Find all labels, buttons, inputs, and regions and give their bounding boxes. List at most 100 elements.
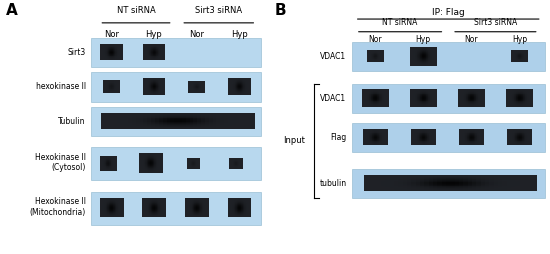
Bar — [472, 129, 473, 130]
Bar — [109, 206, 110, 207]
Bar — [157, 93, 158, 94]
Bar — [435, 136, 436, 137]
Bar — [433, 177, 437, 178]
Bar — [198, 211, 199, 212]
Bar — [455, 188, 459, 189]
Bar — [482, 137, 483, 138]
Bar — [118, 44, 119, 45]
Bar — [374, 106, 375, 107]
Bar — [417, 133, 418, 134]
Bar — [512, 130, 513, 131]
Bar — [164, 92, 165, 93]
Bar — [386, 103, 387, 104]
Bar — [198, 209, 199, 210]
Bar — [250, 200, 251, 201]
Bar — [233, 204, 234, 205]
Bar — [416, 131, 417, 132]
Bar — [373, 95, 374, 96]
Bar — [532, 93, 534, 94]
Bar — [434, 140, 435, 141]
Bar — [250, 201, 251, 202]
Bar — [428, 61, 429, 62]
Bar — [425, 61, 426, 62]
Bar — [390, 176, 394, 177]
Bar — [469, 91, 470, 92]
Bar — [528, 145, 529, 146]
Bar — [431, 101, 432, 102]
Bar — [423, 61, 424, 62]
Bar — [425, 177, 429, 178]
Bar — [189, 203, 190, 204]
Bar — [228, 200, 229, 201]
Bar — [120, 214, 121, 215]
Bar — [243, 202, 244, 203]
Bar — [413, 100, 414, 101]
Bar — [122, 209, 123, 210]
Bar — [106, 46, 107, 47]
Bar — [364, 189, 368, 190]
Bar — [149, 46, 150, 47]
Bar — [424, 47, 425, 49]
Bar — [377, 95, 378, 96]
Bar — [522, 136, 523, 137]
Bar — [366, 93, 367, 94]
Bar — [164, 208, 165, 209]
Bar — [461, 89, 462, 90]
Bar — [433, 64, 435, 65]
Bar — [165, 58, 166, 59]
Bar — [139, 153, 140, 154]
Bar — [107, 216, 108, 217]
Bar — [228, 203, 229, 204]
Bar — [151, 166, 152, 167]
Bar — [469, 144, 470, 145]
Bar — [165, 212, 166, 213]
Bar — [121, 199, 122, 200]
Bar — [362, 105, 364, 106]
Bar — [526, 91, 527, 92]
Bar — [147, 119, 151, 120]
Bar — [152, 212, 153, 213]
Bar — [464, 188, 468, 189]
Bar — [413, 104, 414, 105]
Bar — [490, 182, 494, 183]
Bar — [511, 93, 512, 94]
Bar — [101, 121, 105, 122]
Bar — [433, 55, 435, 56]
Bar — [198, 198, 199, 199]
Bar — [366, 145, 367, 146]
Bar — [163, 78, 164, 79]
Bar — [158, 205, 159, 206]
Bar — [216, 123, 220, 124]
Bar — [427, 52, 428, 53]
Bar — [190, 200, 191, 201]
Bar — [512, 134, 513, 135]
Bar — [379, 102, 380, 103]
Bar — [375, 101, 376, 102]
Bar — [243, 124, 247, 125]
Bar — [531, 89, 532, 90]
Bar — [144, 123, 147, 124]
Bar — [465, 131, 466, 132]
Bar — [143, 164, 144, 165]
Bar — [155, 117, 159, 118]
Bar — [433, 183, 437, 184]
Bar — [527, 98, 528, 99]
Bar — [382, 89, 383, 90]
Bar — [430, 96, 431, 97]
Bar — [156, 168, 157, 169]
Bar — [518, 95, 519, 96]
Bar — [431, 135, 432, 136]
Bar — [206, 214, 207, 215]
Bar — [235, 208, 236, 209]
Bar — [117, 198, 118, 199]
Bar — [417, 140, 418, 141]
Bar — [412, 50, 413, 51]
Bar — [236, 205, 237, 206]
Bar — [431, 99, 432, 100]
Bar — [410, 57, 411, 58]
Bar — [202, 212, 203, 213]
Bar — [509, 143, 510, 144]
Bar — [157, 210, 158, 211]
Bar — [527, 100, 528, 101]
Bar — [250, 214, 251, 215]
